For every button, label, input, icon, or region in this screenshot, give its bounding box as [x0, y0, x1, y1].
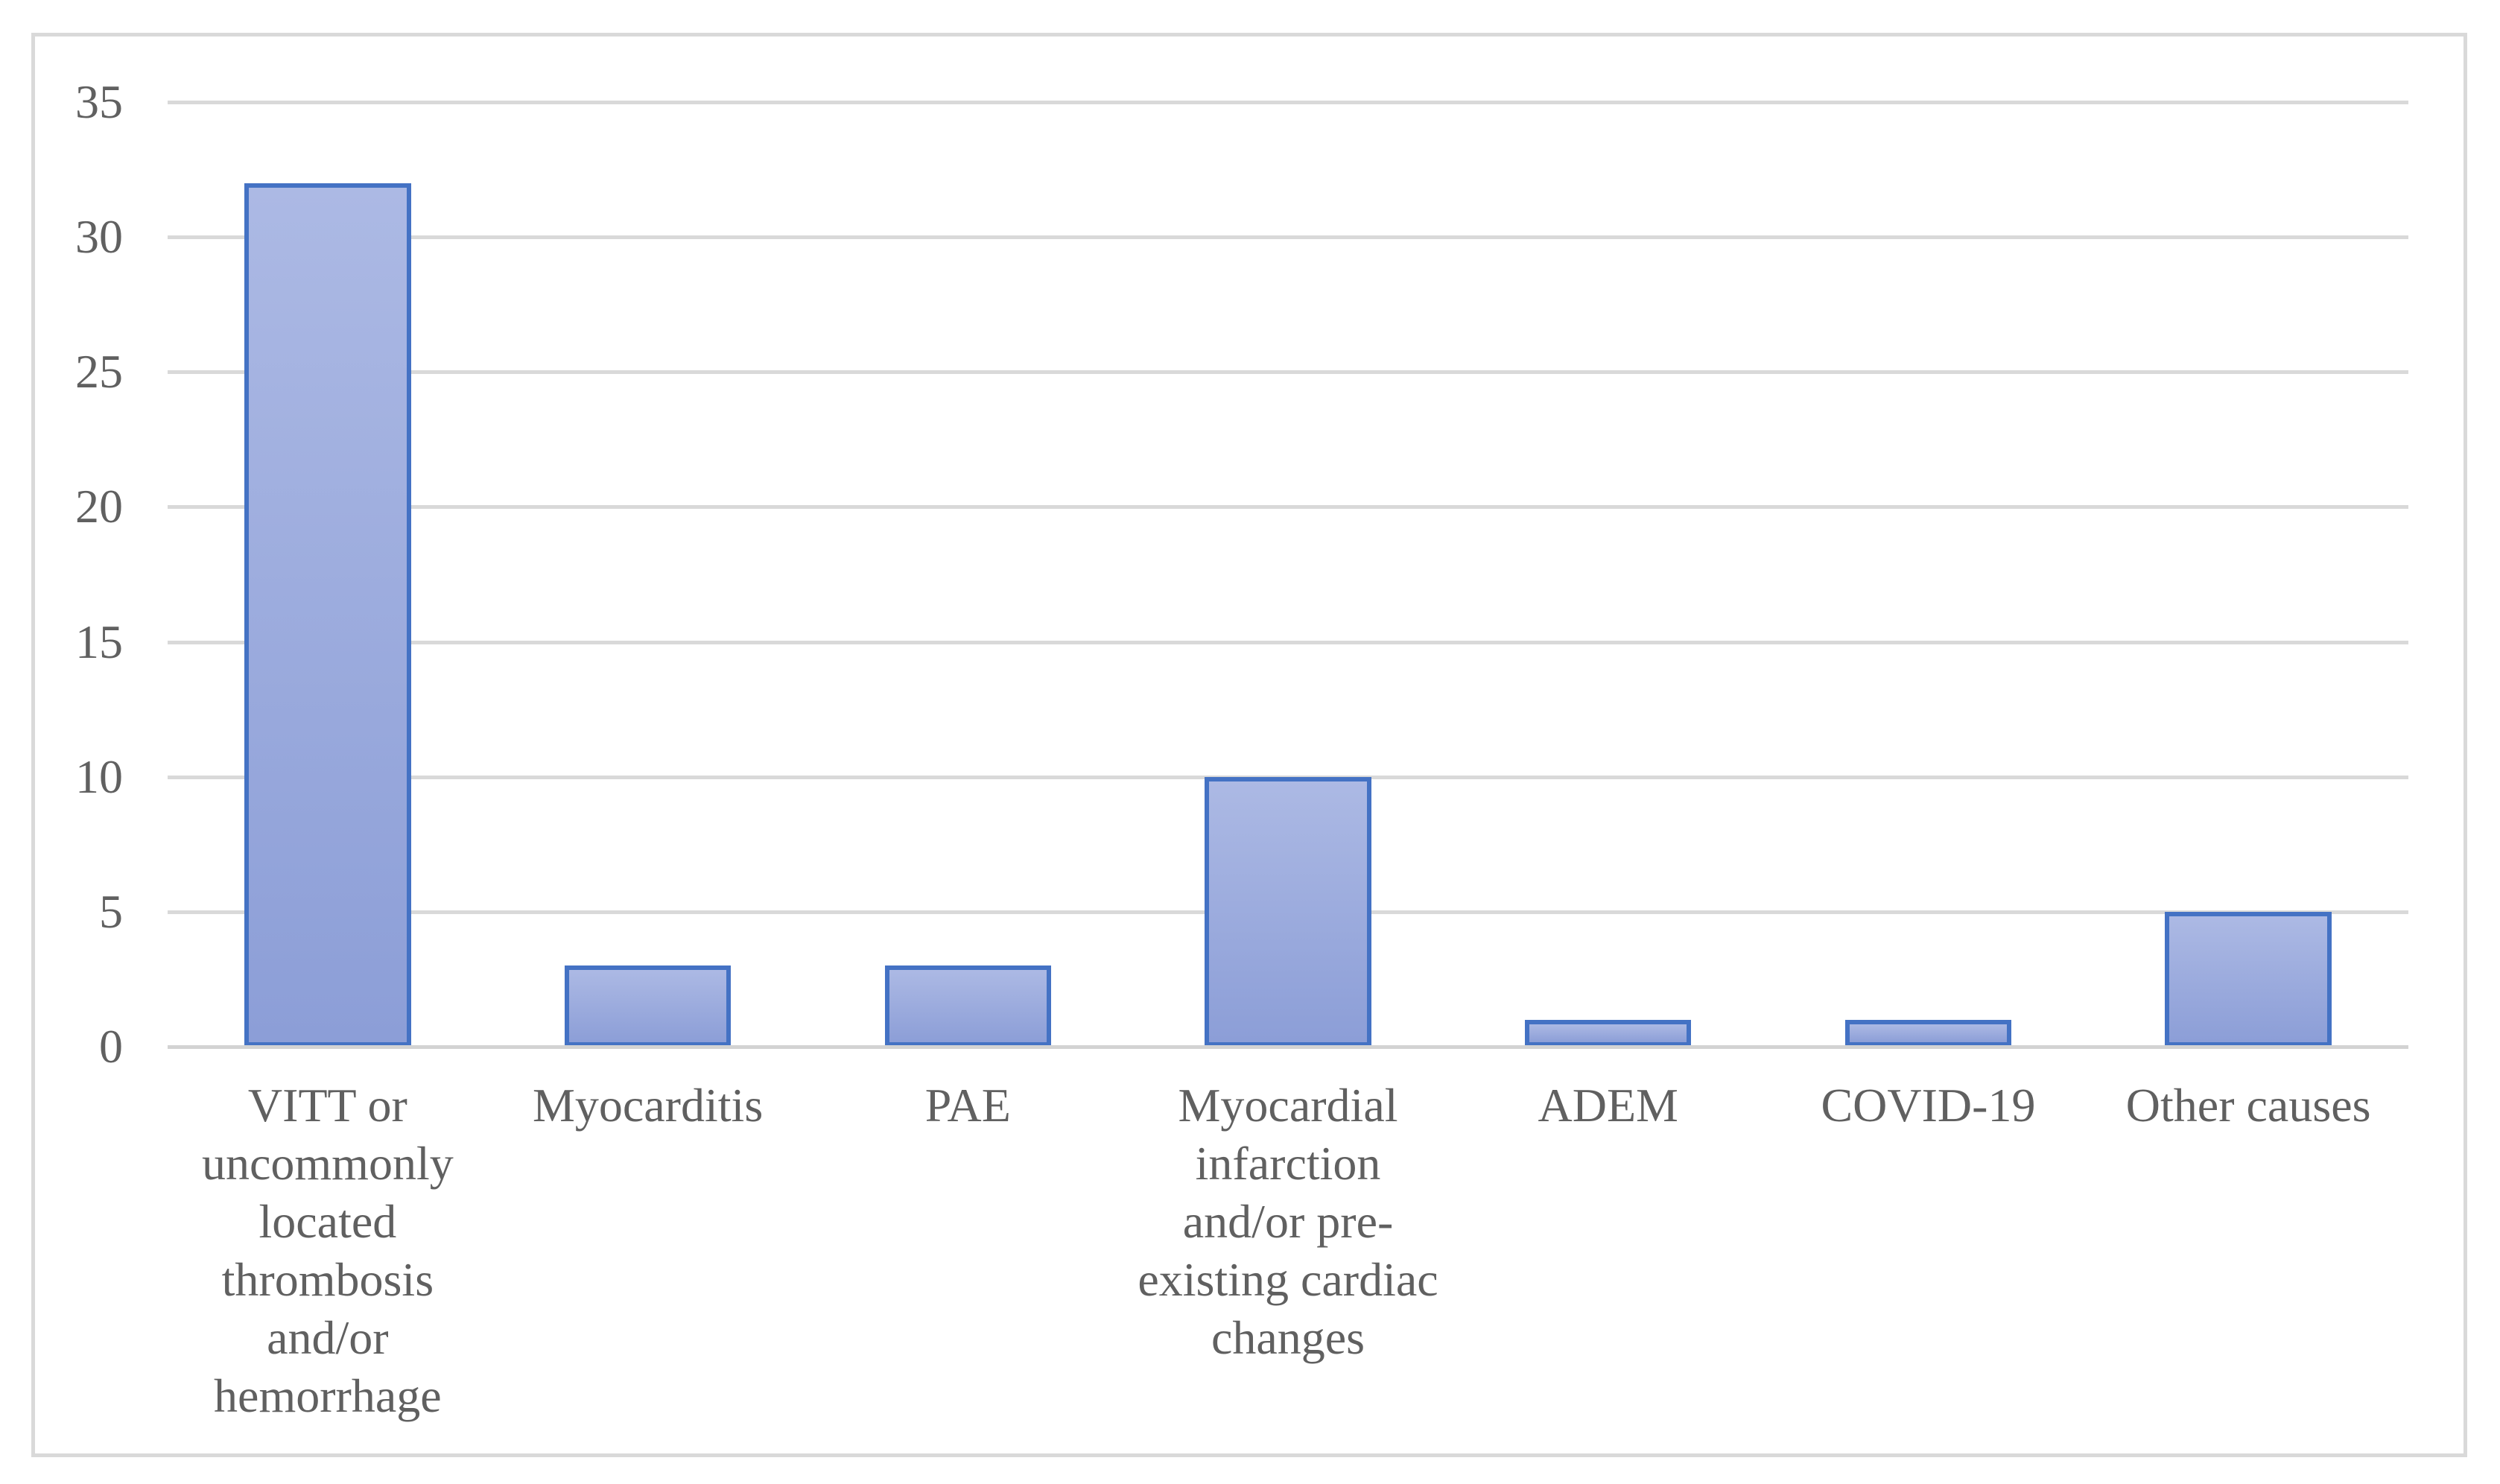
gridline — [168, 101, 2408, 104]
bar-slot — [1128, 102, 1448, 1047]
x-category-label: Other causes — [2125, 1079, 2371, 1132]
chart-frame: 0 5 10 15 20 25 30 35 VITT or uncommonly locate… — [31, 33, 2467, 1457]
x-category-label: VITT or uncommonly located thrombosis an… — [201, 1079, 454, 1422]
bar — [2165, 911, 2332, 1047]
gridline — [168, 640, 2408, 644]
bar — [564, 965, 732, 1047]
bar-slot — [1448, 102, 1768, 1047]
x-category-label: Myocardial infarction and/or pre-existin… — [1138, 1079, 1438, 1364]
bar-slot — [1768, 102, 2089, 1047]
y-tick-label: 10 — [75, 749, 123, 803]
bar — [884, 965, 1052, 1047]
bar-slot — [168, 102, 488, 1047]
x-category-label: Myocarditis — [532, 1079, 764, 1132]
y-tick-label: 5 — [99, 884, 123, 938]
plot-area — [168, 101, 2408, 1049]
y-tick-label: 15 — [75, 615, 123, 668]
y-tick-label: 30 — [75, 210, 123, 264]
x-axis-labels: VITT or uncommonly located thrombosis an… — [168, 1076, 2408, 1425]
x-category-label: COVID-19 — [1821, 1079, 2036, 1132]
x-axis-line — [168, 1045, 2408, 1049]
bar-slot — [2088, 102, 2408, 1047]
x-category-label: ADEM — [1538, 1079, 1678, 1132]
bar-slot — [488, 102, 808, 1047]
bar-slot — [808, 102, 1128, 1047]
bar-series — [168, 102, 2408, 1047]
y-tick-label: 35 — [75, 75, 123, 128]
y-tick-label: 20 — [75, 480, 123, 533]
bar — [1525, 1019, 1692, 1047]
gridline — [168, 505, 2408, 510]
y-tick-label: 0 — [99, 1020, 123, 1073]
y-tick-label: 25 — [75, 345, 123, 399]
bar — [1205, 776, 1371, 1047]
gridline — [168, 370, 2408, 375]
bar — [1844, 1019, 2012, 1047]
gridline — [168, 235, 2408, 240]
bar — [244, 183, 411, 1047]
x-category-label: PAE — [924, 1079, 1011, 1132]
